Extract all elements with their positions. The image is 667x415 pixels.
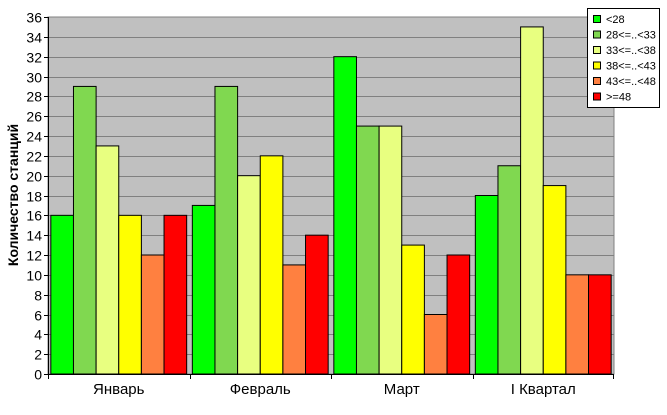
legend-label: 43<=..<48 xyxy=(606,76,656,88)
y-tick-label: 14 xyxy=(26,228,42,244)
y-tick-label: 4 xyxy=(34,327,42,343)
bar xyxy=(50,214,74,375)
y-tick-label: 8 xyxy=(34,288,42,304)
bar xyxy=(72,85,97,375)
bar xyxy=(259,155,284,375)
bar xyxy=(140,254,165,375)
bars xyxy=(50,26,612,375)
y-tick-label: 36 xyxy=(26,10,42,26)
legend-label: <28 xyxy=(606,14,625,26)
bar xyxy=(214,85,239,375)
bar xyxy=(333,56,357,375)
bar xyxy=(520,26,544,375)
legend-swatch xyxy=(593,92,601,101)
y-tick-label: 34 xyxy=(26,30,42,46)
y-tick-label: 12 xyxy=(26,248,42,264)
bar xyxy=(191,204,216,375)
bar xyxy=(497,165,522,375)
x-tick-label: Март xyxy=(384,381,420,398)
y-tick-label: 10 xyxy=(26,268,42,284)
bar xyxy=(565,274,590,375)
legend-label: 33<=..<38 xyxy=(606,45,656,57)
bar xyxy=(542,185,567,375)
y-tick-label: 24 xyxy=(26,129,42,145)
y-tick-label: 26 xyxy=(26,109,42,125)
bar xyxy=(95,145,120,375)
bar xyxy=(282,264,307,375)
legend-box xyxy=(587,8,660,108)
y-tick-label: 18 xyxy=(26,189,42,205)
y-tick-label: 0 xyxy=(34,367,42,383)
legend-swatch xyxy=(593,77,601,85)
y-tick-label: 20 xyxy=(26,169,42,185)
y-tick-label: 28 xyxy=(26,89,42,105)
legend-label: 28<=..<33 xyxy=(606,30,656,42)
y-tick-label: 16 xyxy=(26,208,42,224)
bar xyxy=(423,314,448,375)
legend-label: 38<=..<43 xyxy=(606,61,656,73)
y-tick-label: 2 xyxy=(34,347,42,363)
bar xyxy=(305,234,329,375)
x-tick-label: Февраль xyxy=(230,381,291,398)
y-tick-label: 22 xyxy=(26,149,42,165)
legend-swatch xyxy=(593,46,601,54)
y-axis-label: Количество станций xyxy=(5,124,21,266)
bar xyxy=(378,125,403,375)
legend-swatch xyxy=(593,15,601,23)
bar xyxy=(401,244,425,375)
y-tick-label: 30 xyxy=(26,70,42,86)
legend-swatch xyxy=(593,30,601,39)
bar xyxy=(237,175,261,375)
bar xyxy=(588,274,612,375)
bar xyxy=(446,254,471,375)
bar xyxy=(355,125,380,375)
bar xyxy=(163,214,188,375)
y-tick-label: 32 xyxy=(26,50,42,66)
bar xyxy=(118,214,142,375)
x-tick-label: I Квартал xyxy=(511,381,576,398)
y-tick-label: 6 xyxy=(34,308,42,324)
x-tick-label: Январь xyxy=(93,381,145,398)
bar xyxy=(474,195,499,375)
legend-swatch xyxy=(593,61,601,70)
legend-label: >=48 xyxy=(606,92,631,104)
legend: <28 28<=..<33 33<=..<38 38<=..<43 43<=..<48 >… xyxy=(587,8,660,108)
